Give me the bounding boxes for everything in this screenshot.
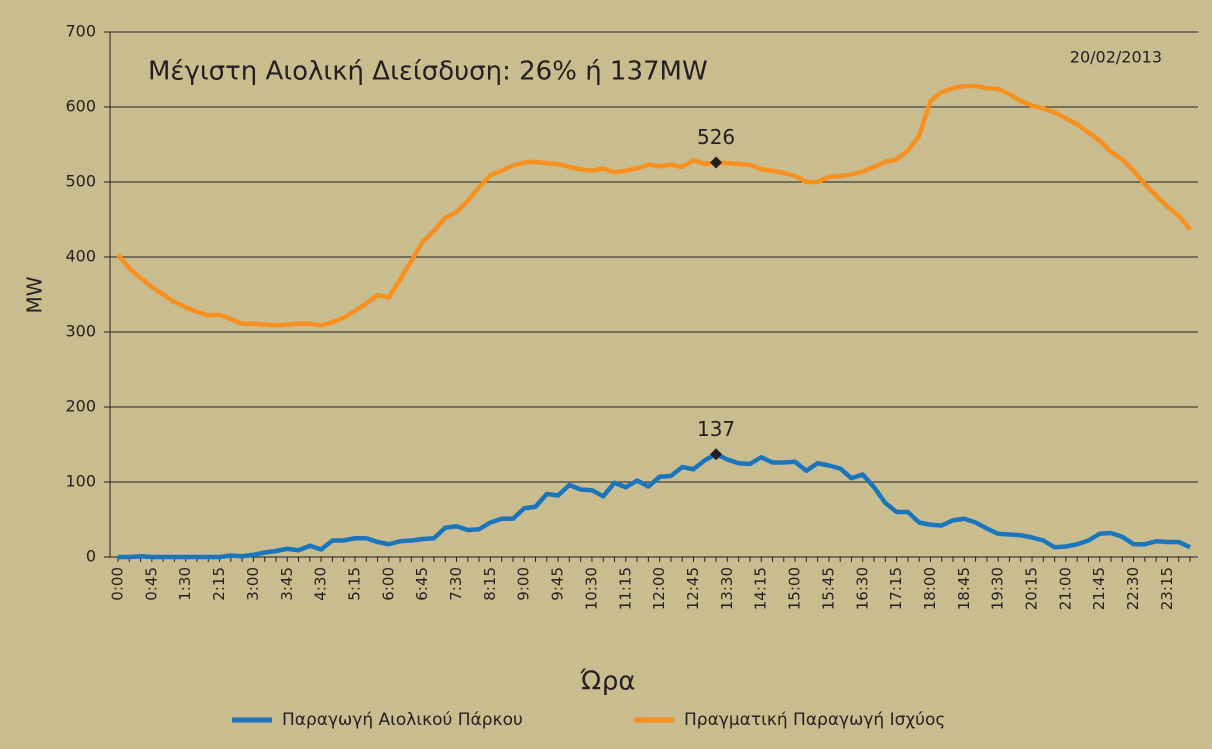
y-tick-label: 700 xyxy=(65,22,96,41)
y-tick-label: 400 xyxy=(65,247,96,266)
data-label: 137 xyxy=(697,417,735,441)
y-tick-label: 300 xyxy=(65,322,96,341)
series-line xyxy=(116,83,1192,328)
y-tick-label: 600 xyxy=(65,97,96,116)
legend-label: Πραγματική Παραγωγή Ισχύος xyxy=(684,710,945,730)
data-label: 526 xyxy=(697,125,735,149)
x-tick-label: 7:30 xyxy=(447,567,465,601)
x-tick-label: 20:15 xyxy=(1023,567,1041,610)
x-tick-label: 13:30 xyxy=(718,567,736,610)
x-tick-label: 19:30 xyxy=(989,567,1007,610)
x-tick-label: 3:00 xyxy=(244,567,262,601)
x-tick-label: 14:15 xyxy=(752,567,770,610)
x-tick-label: 9:45 xyxy=(549,567,567,601)
x-tick-label: 22:30 xyxy=(1124,567,1142,610)
x-tick-label: 16:30 xyxy=(853,567,871,610)
x-tick-label: 6:45 xyxy=(413,567,431,601)
x-tick-label: 3:45 xyxy=(278,567,296,601)
x-tick-label: 21:45 xyxy=(1090,567,1108,610)
y-tick-label: 500 xyxy=(65,172,96,191)
series-line xyxy=(118,452,1191,560)
x-tick-label: 6:00 xyxy=(379,567,397,601)
x-tick-label: 15:00 xyxy=(786,567,804,610)
legend-label: Παραγωγή Αιολικού Πάρκου xyxy=(282,710,523,730)
x-tick-label: 21:00 xyxy=(1056,567,1074,610)
x-tick-label: 4:30 xyxy=(312,567,330,601)
x-tick-label: 23:15 xyxy=(1158,567,1176,610)
y-tick-label: 200 xyxy=(65,397,96,416)
x-tick-label: 8:15 xyxy=(481,567,499,601)
y-tick-label: 100 xyxy=(65,472,96,491)
point-marker xyxy=(710,448,723,461)
x-tick-label: 12:00 xyxy=(650,567,668,610)
x-tick-label: 10:30 xyxy=(582,567,600,610)
x-tick-label: 1:30 xyxy=(176,567,194,601)
x-tick-label: 9:00 xyxy=(515,567,533,601)
x-tick-label: 0:00 xyxy=(109,567,127,601)
x-tick-label: 0:45 xyxy=(142,567,160,601)
x-tick-label: 17:15 xyxy=(887,567,905,610)
x-tick-label: 15:45 xyxy=(819,567,837,610)
chart-title: Μέγιστη Αιολική Διείσδυση: 26% ή 137MW xyxy=(148,57,708,87)
chart-date: 20/02/2013 xyxy=(1070,48,1162,67)
x-tick-label: 18:45 xyxy=(955,567,973,610)
x-tick-label: 12:45 xyxy=(684,567,702,610)
y-axis-label: MW xyxy=(23,276,47,313)
x-tick-label: 5:15 xyxy=(345,567,363,601)
x-tick-label: 11:15 xyxy=(616,567,634,610)
y-tick-label: 0 xyxy=(86,547,96,566)
x-axis-label: Ώρα xyxy=(579,667,635,697)
x-tick-label: 2:15 xyxy=(210,567,228,601)
point-marker xyxy=(710,156,723,169)
x-tick-label: 18:00 xyxy=(921,567,939,610)
